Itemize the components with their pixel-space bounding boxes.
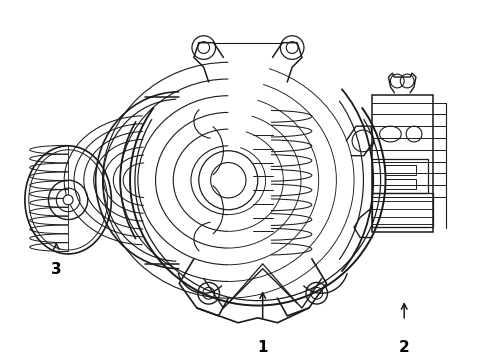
Bar bbox=[385, 179, 416, 189]
Bar bbox=[372, 95, 433, 232]
Text: 1: 1 bbox=[257, 341, 268, 355]
Text: 3: 3 bbox=[51, 262, 62, 277]
Bar bbox=[372, 193, 433, 228]
Circle shape bbox=[63, 195, 73, 205]
Text: 2: 2 bbox=[399, 341, 410, 355]
Bar bbox=[372, 159, 428, 193]
Bar bbox=[385, 166, 416, 175]
